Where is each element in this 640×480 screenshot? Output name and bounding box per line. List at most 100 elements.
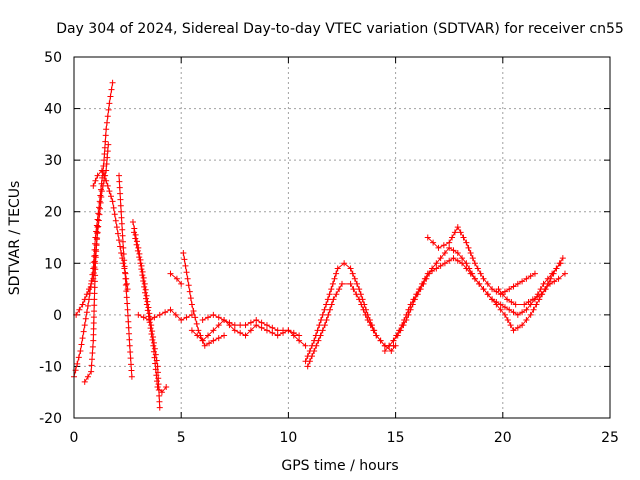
data-point-marker	[121, 257, 128, 264]
data-point-marker	[153, 372, 160, 379]
data-point-marker	[433, 260, 440, 267]
data-point-marker	[147, 325, 154, 332]
data-point-marker	[101, 157, 108, 164]
data-series	[71, 79, 568, 411]
data-point-marker	[91, 290, 98, 297]
data-point-marker	[123, 294, 130, 301]
data-point-marker	[149, 328, 156, 335]
data-point-marker	[506, 286, 513, 293]
data-point-marker	[441, 249, 448, 256]
data-point-marker	[152, 366, 159, 373]
data-point-marker	[231, 322, 238, 329]
data-point-marker	[148, 322, 155, 329]
data-point-marker	[192, 314, 199, 321]
data-point-marker	[104, 148, 111, 155]
data-point-marker	[274, 332, 281, 339]
data-point-marker	[101, 172, 108, 179]
data-point-marker	[435, 244, 442, 251]
data-point-marker	[103, 161, 110, 168]
data-point-marker	[258, 324, 265, 331]
data-point-marker	[306, 358, 313, 365]
data-point-marker	[95, 210, 102, 217]
data-point-marker	[559, 255, 566, 262]
data-point-marker	[533, 301, 540, 308]
data-point-marker	[400, 322, 407, 329]
data-point-marker	[89, 343, 96, 350]
series-arc18	[424, 224, 538, 298]
data-point-marker	[141, 280, 148, 287]
data-point-marker	[538, 291, 545, 298]
data-point-marker	[122, 269, 129, 276]
data-point-marker	[489, 286, 496, 293]
data-point-marker	[143, 292, 150, 299]
y-tick-label: 20	[44, 205, 62, 221]
data-point-marker	[188, 327, 195, 334]
series-trace	[305, 262, 396, 362]
data-point-marker	[510, 309, 517, 316]
data-point-marker	[477, 270, 484, 277]
data-point-marker	[460, 234, 467, 241]
data-point-marker	[508, 298, 515, 305]
data-point-marker	[88, 368, 95, 375]
data-point-marker	[555, 275, 562, 282]
data-point-marker	[104, 154, 111, 161]
series-trace	[182, 252, 225, 347]
data-point-marker	[405, 311, 412, 318]
data-point-marker	[285, 327, 292, 334]
data-point-marker	[183, 269, 190, 276]
data-point-marker	[465, 244, 472, 251]
data-point-marker	[113, 224, 120, 231]
data-point-marker	[319, 311, 326, 318]
data-point-marker	[325, 311, 332, 318]
data-point-marker	[296, 337, 303, 344]
data-point-marker	[124, 312, 131, 319]
data-point-marker	[120, 260, 127, 267]
data-point-marker	[469, 255, 476, 262]
data-point-marker	[83, 291, 90, 298]
data-point-marker	[290, 329, 297, 336]
data-point-marker	[81, 296, 88, 303]
data-point-marker	[90, 331, 97, 338]
data-point-marker	[94, 172, 101, 179]
data-point-marker	[118, 214, 125, 221]
data-point-marker	[142, 286, 149, 293]
data-point-marker	[530, 306, 537, 313]
data-point-marker	[184, 275, 191, 282]
data-point-marker	[531, 270, 538, 277]
data-point-marker	[358, 301, 365, 308]
data-point-marker	[135, 311, 142, 318]
data-point-marker	[537, 286, 544, 293]
data-point-marker	[119, 232, 126, 239]
data-point-marker	[109, 79, 116, 86]
data-point-marker	[258, 319, 265, 326]
data-point-marker	[484, 280, 491, 287]
data-point-marker	[507, 322, 514, 329]
data-point-marker	[314, 327, 321, 334]
data-point-marker	[311, 347, 318, 354]
data-point-marker	[94, 230, 101, 237]
data-point-marker	[84, 373, 91, 380]
data-point-marker	[394, 332, 401, 339]
data-point-marker	[215, 335, 222, 342]
data-point-marker	[95, 223, 102, 230]
data-point-marker	[546, 280, 553, 287]
data-point-marker	[156, 404, 163, 411]
data-point-marker	[463, 260, 470, 267]
data-point-marker	[397, 327, 404, 334]
data-point-marker	[194, 332, 201, 339]
series-arc19	[495, 270, 568, 308]
data-point-marker	[140, 277, 147, 284]
data-point-marker	[424, 234, 431, 241]
series-arc11	[180, 249, 228, 349]
data-point-marker	[414, 291, 421, 298]
data-point-marker	[529, 296, 536, 303]
data-point-marker	[97, 199, 104, 206]
data-point-marker	[76, 306, 83, 313]
data-point-marker	[181, 256, 188, 263]
data-point-marker	[158, 389, 165, 396]
data-point-marker	[471, 275, 478, 282]
data-point-marker	[151, 345, 158, 352]
data-point-marker	[146, 310, 153, 317]
data-point-marker	[172, 311, 179, 318]
data-point-marker	[321, 322, 328, 329]
